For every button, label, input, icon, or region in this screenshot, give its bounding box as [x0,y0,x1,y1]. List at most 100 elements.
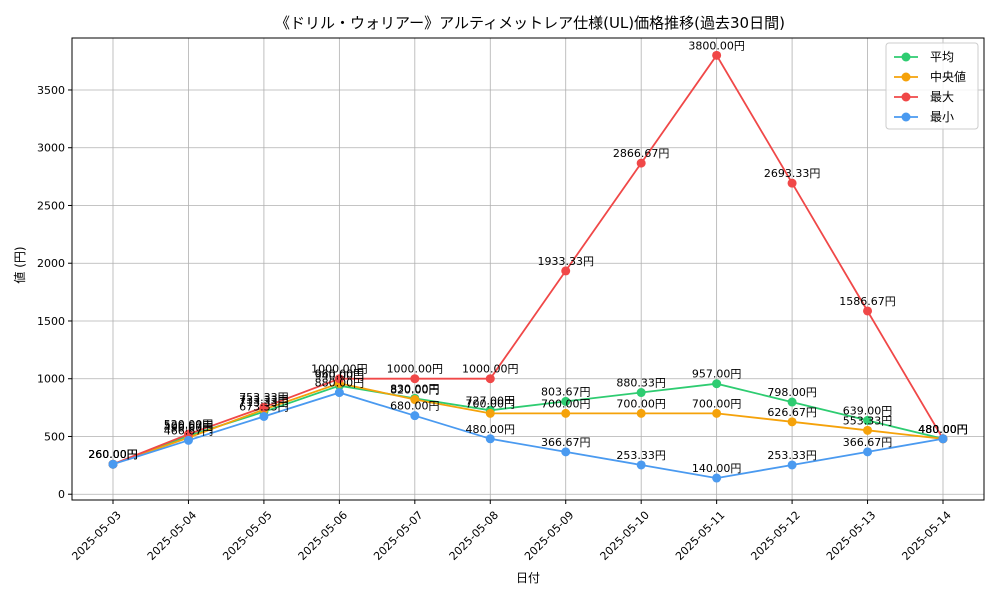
x-tick-label: 2025-05-05 [220,509,274,563]
axes [68,37,985,504]
data-point [636,460,646,470]
data-point [561,447,571,457]
data-label: 553.33円 [843,414,893,427]
data-point [259,402,269,412]
legend-entry: 中央値 [930,69,966,84]
y-tick-label: 1000 [37,373,65,386]
data-point [485,374,495,384]
data-label: 1000.00円 [387,363,444,376]
data-label: 466.67円 [164,424,214,437]
data-label: 960.00円 [315,367,365,380]
data-label: 957.00円 [692,368,742,381]
data-label: 260.00円 [88,448,138,461]
data-point [485,408,495,418]
data-point [561,266,571,276]
data-point [863,306,873,316]
legend-box [885,42,979,130]
data-point [259,411,269,421]
data-label: 260.00円 [88,448,138,461]
data-point [938,434,948,444]
series-line [112,53,944,466]
data-label: 798.00円 [767,386,817,399]
data-label: 480.00円 [466,423,516,436]
data-label: 803.67円 [541,385,591,398]
data-label: 1586.67円 [839,295,896,308]
x-tick-label: 2025-05-11 [673,509,727,563]
data-label: 506.67円 [164,420,214,433]
y-tick-label: 500 [44,430,65,443]
data-label: 626.67円 [767,406,817,419]
data-label: 260.00円 [88,448,138,461]
data-label: 753.33円 [239,391,289,404]
data-label: 1933.33円 [537,255,594,268]
legend-entry: 最大 [930,90,954,104]
data-label: 366.67円 [541,436,591,449]
data-label: 700.00円 [692,397,742,410]
data-point [787,397,797,407]
data-label: 713.33円 [239,396,289,409]
y-tick-label: 2000 [37,257,65,270]
legend-marker [901,72,911,82]
data-point [863,415,873,425]
data-label: 830.00円 [390,382,440,395]
x-tick-label: 2025-05-13 [824,509,878,563]
data-point [636,158,646,168]
data-label: 1000.00円 [311,363,368,376]
data-point [863,425,873,435]
x-tick-label: 2025-05-06 [296,509,350,563]
data-point [712,473,722,483]
data-label: 940.00円 [315,370,365,383]
data-label: 366.67円 [843,436,893,449]
data-label: 253.33円 [616,449,666,462]
data-point [636,408,646,418]
y-tick-label: 1500 [37,315,65,328]
data-point [712,408,722,418]
data-point [787,178,797,188]
data-label: 820.00円 [390,384,440,397]
data-label: 880.33円 [616,377,666,390]
data-label: 140.00円 [692,462,742,475]
data-point [712,50,722,60]
legend-marker [901,92,911,102]
data-label: 480.00円 [918,423,968,436]
data-label: 480.00円 [918,423,968,436]
x-tick-label: 2025-05-12 [748,509,802,563]
data-point [410,395,420,405]
series-line [112,382,944,466]
plot-frame [71,37,985,501]
y-tick-label: 3000 [37,142,65,155]
data-point [410,411,420,421]
data-point [787,460,797,470]
data-label: 673.33円 [239,400,289,413]
data-label: 2693.33円 [764,167,821,180]
x-tick-label: 2025-05-03 [69,509,123,563]
x-tick-label: 2025-05-14 [899,509,953,563]
data-label: 733.33円 [239,394,289,407]
data-label: 727.00円 [466,394,516,407]
data-point [485,434,495,444]
series-line [112,382,944,466]
y-tick-label: 0 [58,488,65,501]
x-axis-label: 日付 [516,571,540,585]
data-point [561,408,571,418]
data-label: 2866.67円 [613,147,670,160]
data-point [410,374,420,384]
x-tick-label: 2025-05-10 [598,509,652,563]
legend-marker [901,112,911,122]
x-tick-label: 2025-05-09 [522,509,576,563]
data-labels: 260.00円 506.67円 713.33円 940.00円 830.00円 727.0… [88,39,968,475]
data-label: 700.00円 [541,397,591,410]
series-line [112,391,944,480]
data-label: 260.00円 [88,448,138,461]
y-tick-labels: 0 500 1000 1500 2000 2500 3000 3500 [37,84,65,501]
data-point [108,459,118,469]
data-point [863,447,873,457]
data-point [183,435,193,445]
x-tick-labels: 2025-05-03 2025-05-04 2025-05-05 2025-05-06… [69,509,953,563]
data-label: 639.00円 [843,404,893,417]
legend-marker [901,52,911,62]
data-label: 700.00円 [466,397,516,410]
data-label: 253.33円 [767,449,817,462]
data-point [787,417,797,427]
